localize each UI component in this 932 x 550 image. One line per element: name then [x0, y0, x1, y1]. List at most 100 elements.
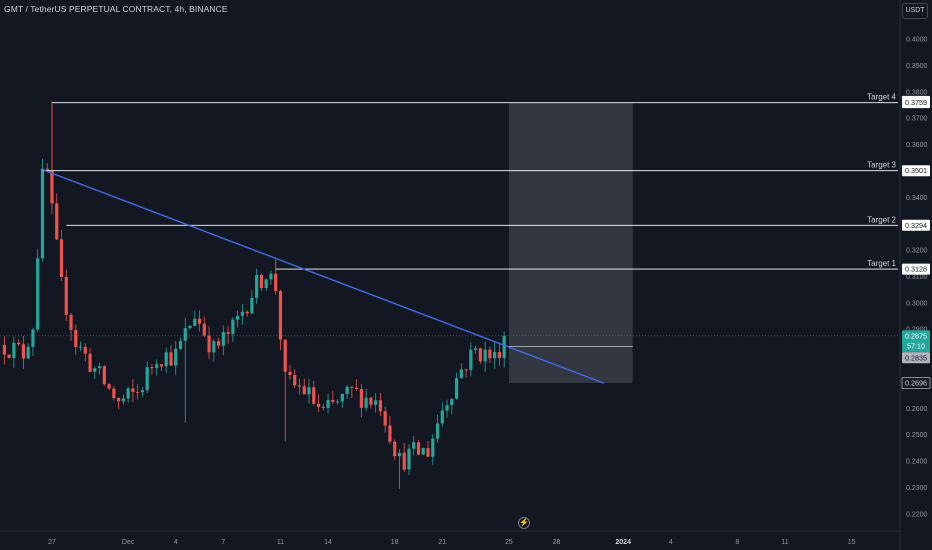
- candle-body: [431, 438, 435, 457]
- candle-body: [240, 311, 244, 316]
- candle-body: [454, 378, 459, 399]
- y-tick-label: 0.2400: [906, 459, 928, 466]
- candle-body: [264, 279, 268, 289]
- candle-body: [321, 406, 325, 408]
- candle-body: [64, 276, 68, 315]
- candle-body: [174, 348, 178, 366]
- candle-body: [378, 400, 383, 412]
- candle-body: [345, 386, 349, 394]
- y-tick-label: 0.3100: [906, 274, 928, 281]
- x-tick-label: 11: [781, 539, 788, 546]
- candle-body: [131, 388, 135, 392]
- secondary-price-bg: [902, 352, 930, 364]
- candle-body: [374, 400, 378, 405]
- candle-body: [207, 335, 211, 353]
- price-tag-bg: [902, 97, 930, 109]
- candle-body: [7, 354, 11, 359]
- candle-body: [478, 348, 482, 362]
- lightning-icon[interactable]: ⚡: [518, 517, 530, 529]
- candle-body: [359, 389, 363, 408]
- x-tick-label: 25: [505, 539, 513, 546]
- candle-body: [493, 352, 497, 359]
- x-tick-label: 2024: [615, 539, 631, 546]
- price-tag-bg: [902, 263, 930, 275]
- candle-body: [221, 332, 225, 346]
- candle-body: [388, 425, 392, 442]
- candle-body: [397, 452, 402, 457]
- candle-body: [445, 405, 449, 411]
- candle-body: [312, 387, 316, 404]
- price-tag: 0.3128: [905, 265, 927, 274]
- candle-body: [440, 410, 444, 424]
- candle-body: [216, 341, 221, 346]
- candle-body: [136, 391, 140, 393]
- candle-body: [278, 291, 283, 340]
- y-tick-label: 0.3800: [906, 89, 928, 96]
- x-tick-label: 7: [221, 539, 225, 546]
- candle-body: [74, 330, 78, 347]
- target-label: Target 3: [867, 161, 896, 170]
- candle-body: [459, 369, 463, 379]
- candle-body: [2, 345, 6, 355]
- projection-box: [508, 102, 633, 384]
- candle-body: [226, 332, 230, 334]
- currency-button[interactable]: USDT: [902, 3, 928, 19]
- candle-body: [78, 346, 83, 348]
- countdown-label: 57:10: [907, 341, 925, 350]
- candle-body: [31, 329, 35, 347]
- candle-body: [55, 203, 59, 240]
- candle-body: [150, 367, 154, 369]
- candle-body: [331, 400, 335, 402]
- candle-body: [59, 239, 64, 277]
- candle-body: [102, 366, 106, 385]
- candle-body: [159, 364, 164, 367]
- y-tick-label: 0.3000: [906, 300, 928, 307]
- candle-body: [21, 344, 26, 359]
- candle-body: [274, 273, 278, 292]
- candle-body: [12, 342, 16, 359]
- candle-body: [474, 348, 478, 350]
- price-tag: 0.3294: [905, 221, 927, 230]
- y-tick-label: 0.3400: [906, 195, 928, 202]
- y-tick-label: 0.2300: [906, 485, 928, 492]
- candle-body: [36, 258, 40, 330]
- price-tag: 0.3501: [905, 166, 927, 175]
- candle-body: [450, 398, 454, 406]
- candle-body: [50, 170, 54, 204]
- candle-body: [369, 397, 373, 405]
- candle-body: [483, 349, 487, 362]
- candle-body: [197, 318, 202, 324]
- target-label: Target 4: [867, 93, 896, 102]
- x-tick-label: 14: [324, 539, 332, 546]
- y-tick-label: 0.2600: [906, 406, 928, 413]
- candle-body: [416, 442, 421, 455]
- candle-body: [355, 387, 359, 390]
- y-tick-label: 0.3600: [906, 142, 928, 149]
- symbol-title: GMT / TetherUS PERPETUAL CONTRACT, 4h, B…: [4, 4, 228, 14]
- target-label: Target 1: [867, 259, 896, 268]
- last-price-label: 0.2875: [905, 331, 927, 340]
- candle-body: [283, 339, 287, 372]
- price-tag-bg: [902, 219, 930, 231]
- y-tick-label: 0.2200: [906, 511, 928, 518]
- candle-body: [88, 353, 92, 372]
- candle-body: [93, 368, 97, 372]
- price-tag: 0.2696: [905, 379, 927, 388]
- candle-body: [402, 452, 406, 470]
- candle-body: [69, 314, 73, 331]
- candle-body: [426, 448, 430, 457]
- candle-body: [469, 349, 473, 370]
- candle-body: [502, 335, 506, 359]
- candle-body: [121, 398, 125, 402]
- candle-body: [45, 168, 49, 171]
- candle-body: [183, 328, 187, 341]
- candle-body: [316, 403, 321, 407]
- y-tick-label: 0.4000: [906, 37, 928, 44]
- price-tag: 0.3759: [905, 98, 927, 107]
- x-tick-label: 15: [848, 539, 856, 546]
- x-tick-label: 27: [48, 539, 56, 546]
- candle-body: [97, 366, 102, 369]
- x-tick-label: Dec: [122, 539, 135, 546]
- candle-body: [497, 352, 502, 359]
